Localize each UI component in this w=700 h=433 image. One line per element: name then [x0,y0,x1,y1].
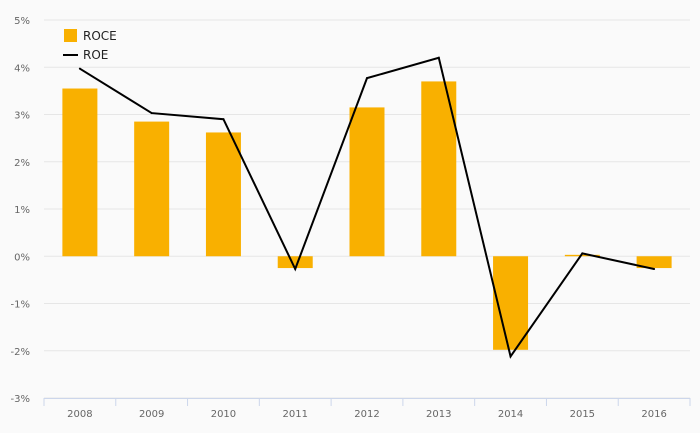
y-tick-label: 0% [14,252,30,263]
line-roe [78,56,656,359]
y-tick-label: 2% [14,158,30,169]
point-roe [437,56,440,59]
axes: -3% -2% -1% 0% 1% 2% 3% 4% 5% 2008 2009 2010 2011 201… [11,16,691,420]
bar-roce [349,107,385,257]
point-roe [366,77,368,80]
y-tick-label: 1% [14,205,30,216]
y-tick-label: -1% [11,300,30,311]
x-tick-label: 2010 [211,409,236,420]
x-tick-label: 2012 [354,409,379,420]
x-tick-label: 2016 [641,409,666,420]
point-roe [653,268,656,271]
point-roe [222,118,225,121]
x-tick-label: 2013 [426,409,451,420]
bar-roce [564,254,600,257]
y-tick-label: 4% [14,63,30,74]
y-tick-label: 5% [14,16,30,27]
x-tick-label: 2008 [67,409,92,420]
y-tick-label: -2% [11,347,30,358]
bar-roce [205,132,241,257]
legend-label-roce: ROCE [83,29,117,43]
bar-roce [62,88,98,257]
x-tick-label: 2015 [570,409,595,420]
bar-roce [277,256,313,269]
legend-swatch-roce [64,29,77,42]
point-roe [78,67,81,70]
bar-roce [493,256,529,350]
bar-roce [636,256,672,269]
point-roe [509,355,512,358]
x-tick-label: 2014 [498,409,523,420]
bar-roce [134,121,170,257]
point-roe [581,252,584,255]
y-tick-label: 3% [14,111,30,122]
y-tick-label: -3% [11,394,30,405]
point-roe [150,112,153,115]
legend-label-roe: ROE [83,48,108,62]
legend: ROCE ROE [63,29,117,62]
x-tick-label: 2011 [282,409,307,420]
x-tick-label: 2009 [139,409,164,420]
bars-roce [62,81,672,350]
point-roe [294,268,297,271]
